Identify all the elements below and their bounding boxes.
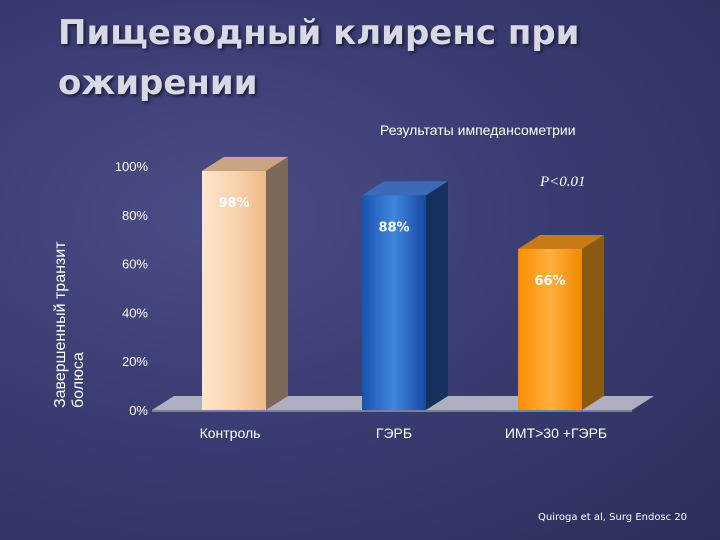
y-tick-label: 0% [129, 403, 148, 418]
bar-value-label: 88% [378, 220, 409, 235]
p-value-annotation: P<0.01 [540, 174, 586, 190]
bar-top [202, 156, 288, 171]
y-tick-label: 20% [122, 354, 148, 369]
bar-value-label: 66% [534, 274, 565, 289]
bar-value-label: 98% [218, 196, 249, 211]
y-tick-label: 60% [122, 257, 148, 272]
bar-top [362, 181, 448, 196]
bar [518, 248, 582, 410]
x-tick-label: Контроль [200, 425, 261, 441]
x-tick-label: ГЭРБ [376, 425, 412, 441]
bar-side [426, 181, 448, 410]
y-tick-label: 100% [115, 159, 149, 174]
bar [202, 170, 266, 410]
y-tick-label: 40% [122, 305, 148, 320]
y-tick-label: 80% [122, 208, 148, 223]
x-tick-label: ИМТ>30 +ГЭРБ [505, 425, 607, 441]
slide-title: Пищеводный клиренс при ожирении [58, 13, 580, 103]
chart-floor-edge [152, 410, 632, 412]
bar-side [266, 156, 288, 410]
chart-title: Результаты импедансометрии [380, 122, 576, 138]
bar-top [518, 234, 604, 249]
citation: Quiroga et al, Surg Endosc 20 [538, 512, 688, 523]
bar [362, 195, 426, 410]
bar-side [582, 234, 604, 410]
